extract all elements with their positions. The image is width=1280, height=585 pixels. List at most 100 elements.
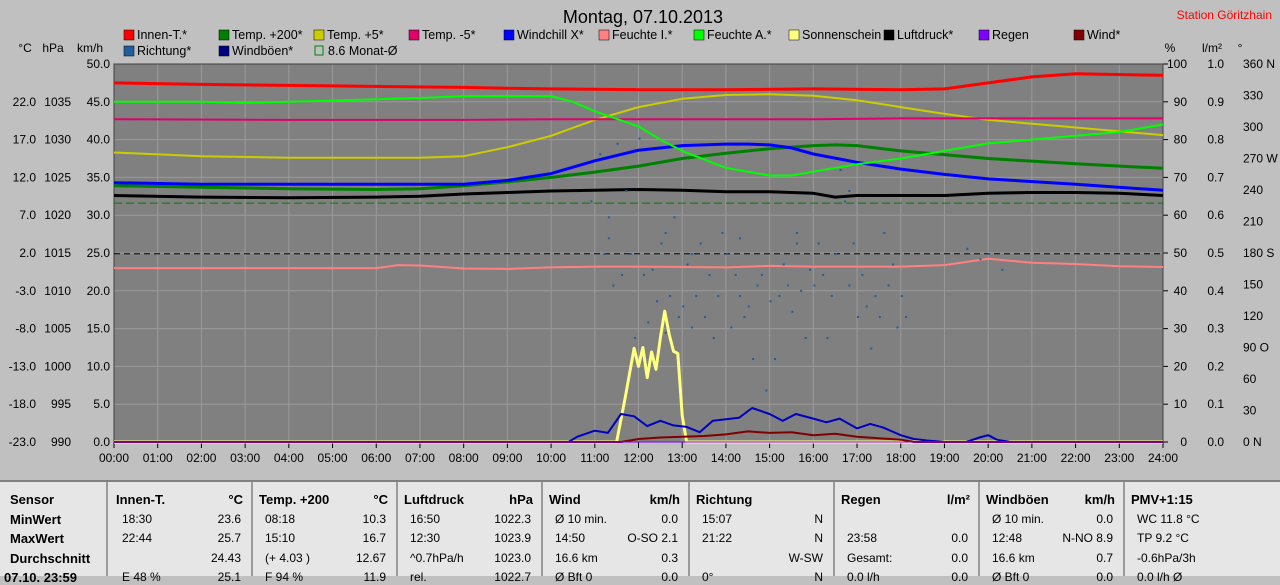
richtung-point [839,169,842,171]
stats-column-unit: hPa [509,492,533,507]
x-tick-label: 17:00 [842,451,872,465]
richtung-point [708,274,711,276]
series-line-windchill [113,142,1164,192]
legend-swatch [408,29,420,41]
stats-cell-label: 0.0 l/h Ø [1137,570,1183,584]
rain-axis-tick: 0.0 [1207,435,1224,449]
richtung-point [822,274,825,276]
richtung-point [826,337,829,339]
legend-label: Richtung* [137,44,191,58]
legend-swatch [123,45,135,57]
statistics-table: Sensor MinWert MaxWert Durchschnitt 07.1… [0,480,1280,585]
stats-column-title: PMV+1:15 [1131,492,1193,507]
stats-cell-value: 0.0 [951,531,968,545]
richtung-point [800,289,803,292]
richtung-point [603,253,606,255]
richtung-point [704,316,707,318]
x-tick-label: 10:00 [536,451,566,465]
legend-swatch [598,29,610,41]
richtung-point [878,316,881,318]
richtung-point [599,153,602,156]
rain-axis-tick: 0.4 [1207,284,1224,298]
richtung-point [647,321,650,324]
legend-label: Temp. +200* [232,28,303,42]
stats-cell-value: N-NO 8.9 [1062,531,1113,545]
stats-cell-label: -0.6hPa/3h [1137,551,1196,565]
temp-axis-tick: 12.0 [13,170,37,184]
stats-cell-label: TP 9.2 °C [1137,531,1189,545]
richtung-point [739,237,741,240]
wind-axis-tick: 30.0 [87,208,111,222]
legend-swatch [978,29,990,41]
rain-axis-tick: 0.8 [1207,133,1224,147]
legend-label: Wind* [1087,28,1120,42]
unit-rain: l/m² [1202,41,1222,55]
legend-label: Windchill X* [517,28,584,42]
stats-cell-label: 0° [702,570,714,584]
pressure-axis-tick: 1035 [44,95,71,109]
wind-axis-tick: 45.0 [87,95,111,109]
richtung-point [883,232,886,234]
richtung-point [782,263,785,266]
richtung-point [664,331,667,334]
richtung-point [629,253,632,255]
x-tick-label: 00:00 [99,451,129,465]
legend-label: Temp. +5* [327,28,384,42]
richtung-point [730,326,733,329]
richtung-point [813,284,816,287]
stats-cell-value: 23.6 [217,512,241,526]
wind-axis-tick: 50.0 [87,57,111,71]
richtung-point [747,305,750,308]
richtung-point [870,347,873,350]
stats-cell-label: 12:30 [410,531,441,545]
direction-axis-tick: 0 N [1243,435,1262,449]
stats-cell-label: Ø Bft 0 [555,570,593,584]
richtung-point [717,295,720,297]
stats-cell-value: O-SO 2.1 [627,531,678,545]
richtung-point [651,268,654,271]
unit-humidity: % [1165,41,1176,55]
direction-axis-tick: 210 [1243,215,1263,229]
humidity-axis-tick: 40 [1174,284,1188,298]
temp-axis-tick: 17.0 [13,133,37,147]
pressure-axis-tick: 1010 [44,284,71,298]
richtung-point [787,284,790,287]
humidity-axis-tick: 50 [1174,246,1188,260]
pressure-axis-tick: 1030 [44,133,71,147]
stats-cell-label: WC 11.8 °C [1137,512,1200,526]
stats-column-title: Richtung [696,492,753,507]
legend-swatch [314,45,324,56]
richtung-point [966,247,969,250]
stats-column-unit: °C [228,492,243,507]
stats-cell-value: W-SW [788,551,823,565]
legend-label: Luftdruck* [897,28,953,42]
stats-column-unit: km/h [1084,492,1115,507]
richtung-point [607,237,610,240]
stats-cell-value: 1022.7 [494,570,531,584]
row-label-min: MinWert [10,512,62,527]
richtung-point [900,295,903,297]
stats-cell-label: E 48 % [122,570,161,584]
series-line-temp200 [113,143,1164,191]
x-tick-label: 12:00 [623,451,653,465]
stats-column-title: Luftdruck [404,492,464,507]
stats-column: Luftdruck hPa 16:50 1022.3 12:30 1023.9 ^0.7hP… [398,482,543,584]
unit-pressure: hPa [42,41,64,55]
series-line-luftdruck [113,188,1164,200]
legend-swatch [693,29,705,41]
chart-title: Montag, 07.10.2013 [563,7,723,27]
series-line-temp5 [113,93,1164,159]
rain-axis-tick: 0.5 [1207,246,1224,260]
richtung-point [634,337,637,339]
stats-cell-value: 1022.3 [494,512,531,526]
stats-cell-label: 15:10 [265,531,296,545]
stats-cell-label: Ø 10 min. [992,512,1045,526]
x-tick-label: 09:00 [492,451,522,465]
richtung-point [861,274,864,276]
stats-column-unit: l/m² [946,492,970,507]
stats-cell-value: 0.0 [1096,512,1113,526]
stats-cell-label: Gesamt: [847,551,893,565]
humidity-axis-tick: 60 [1174,208,1188,222]
stats-column: Temp. +200 °C 08:18 10.3 15:10 16.7 (+ 4.03 ) 1… [253,482,398,584]
rain-axis-tick: 0.6 [1207,208,1224,222]
